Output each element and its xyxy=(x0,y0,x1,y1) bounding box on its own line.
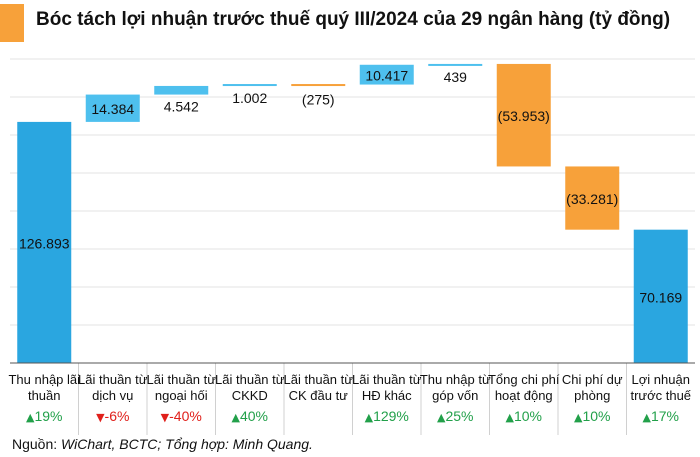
change-value: -40% xyxy=(169,408,202,424)
change-value: 19% xyxy=(34,408,62,424)
value-label: (275) xyxy=(302,92,335,108)
category-label: Lãi thuần từ xyxy=(284,372,354,387)
category-label: trước thuế xyxy=(630,388,691,403)
change-label: ▲17% xyxy=(643,408,680,424)
category-label: CKKD xyxy=(232,388,268,403)
change-label: ▲25% xyxy=(437,408,474,424)
bar-3 xyxy=(154,85,209,95)
triangle-up-icon: ▲ xyxy=(574,411,583,424)
chart-title: Bóc tách lợi nhuận trước thuế quý III/20… xyxy=(36,9,671,30)
value-label: (53.953) xyxy=(498,108,550,124)
change-label: ▲40% xyxy=(232,408,269,424)
title-accent-bar xyxy=(0,4,24,42)
bar-4 xyxy=(222,84,277,87)
value-label: (33.281) xyxy=(566,191,618,207)
change-label: ▲10% xyxy=(574,408,611,424)
category-label: dịch vụ xyxy=(92,388,133,403)
bar-5 xyxy=(291,84,346,87)
change-value: -6% xyxy=(105,408,130,424)
change-value: 25% xyxy=(445,408,473,424)
triangle-up-icon: ▲ xyxy=(26,411,35,424)
triangle-up-icon: ▲ xyxy=(506,411,515,424)
category-label: Chi phí dự xyxy=(562,372,623,387)
source-prefix: Nguồn: xyxy=(12,436,62,452)
triangle-up-icon: ▲ xyxy=(365,411,374,424)
triangle-up-icon: ▲ xyxy=(437,411,446,424)
change-value: 10% xyxy=(514,408,542,424)
change-label: ▲19% xyxy=(26,408,63,424)
category-label: Lợi nhuận xyxy=(632,372,690,387)
value-label: 439 xyxy=(444,69,468,85)
triangle-up-icon: ▲ xyxy=(232,411,241,424)
bar-8 xyxy=(496,63,551,167)
value-label: 14.384 xyxy=(91,101,134,117)
change-value: 129% xyxy=(373,408,409,424)
value-label: 1.002 xyxy=(232,90,267,106)
change-label: ▼-6% xyxy=(96,408,129,424)
category-label: Thu nhập từ xyxy=(420,372,491,387)
value-label: 126.893 xyxy=(19,235,70,251)
bar-1 xyxy=(17,121,72,364)
value-label: 10.417 xyxy=(365,68,408,84)
bar-7 xyxy=(428,63,483,66)
category-label: hoạt động xyxy=(495,388,553,403)
change-value: 10% xyxy=(582,408,610,424)
category-label: Tổng chi phí xyxy=(488,372,560,387)
bar-2 xyxy=(85,94,140,122)
change-value: 40% xyxy=(240,408,268,424)
triangle-down-icon: ▼ xyxy=(96,411,105,424)
value-label: 4.542 xyxy=(164,99,199,115)
category-label: Lãi thuần từ xyxy=(215,372,285,387)
source-note: Nguồn: WiChart, BCTC; Tổng hợp: Minh Qua… xyxy=(12,436,313,452)
category-label: Lãi thuần từ xyxy=(352,372,422,387)
bar-10 xyxy=(633,229,688,363)
triangle-up-icon: ▲ xyxy=(643,411,652,424)
value-label: 70.169 xyxy=(639,289,682,305)
category-label: Thu nhập lãi xyxy=(8,372,80,387)
category-label: ngoại hối xyxy=(155,388,208,403)
bar-6 xyxy=(359,64,414,85)
change-label: ▲129% xyxy=(365,408,409,424)
category-label: góp vốn xyxy=(432,388,478,403)
category-label: CK đầu tư xyxy=(289,388,349,403)
category-label: phòng xyxy=(574,388,610,403)
category-label: HĐ khác xyxy=(362,388,412,403)
change-label: ▲10% xyxy=(506,408,543,424)
change-label: ▼-40% xyxy=(161,408,202,424)
category-label: Lãi thuần từ xyxy=(147,372,217,387)
source-text: WiChart, BCTC; Tổng hợp: Minh Quang. xyxy=(61,436,313,452)
category-label: Lãi thuần từ xyxy=(78,372,148,387)
change-value: 17% xyxy=(651,408,679,424)
category-label: thuần xyxy=(28,388,61,403)
triangle-down-icon: ▼ xyxy=(161,411,170,424)
bar-9 xyxy=(565,166,620,230)
